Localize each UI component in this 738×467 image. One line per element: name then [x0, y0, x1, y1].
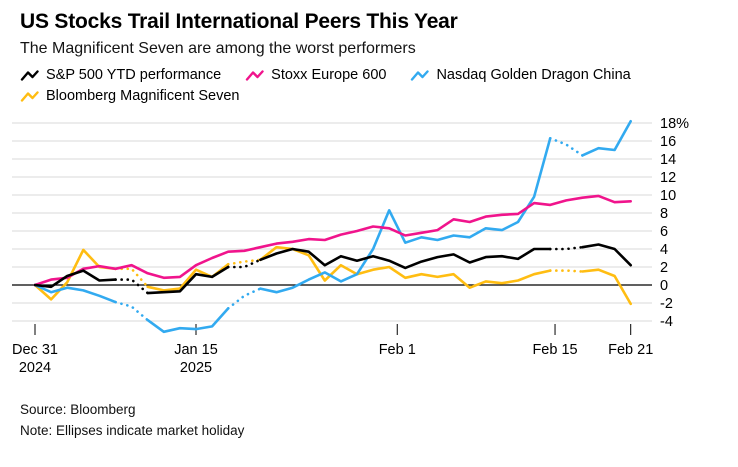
- legend-item-stoxx600: Stoxx Europe 600: [245, 67, 386, 83]
- series-line-2: [114, 300, 149, 322]
- legend-row-2: Bloomberg Magnificent Seven: [20, 88, 718, 104]
- x-axis-label: Feb 21: [608, 342, 653, 358]
- y-axis-label: -4: [660, 314, 673, 330]
- x-axis-label-year: 2025: [180, 360, 212, 376]
- x-axis-label: Jan 15: [174, 342, 218, 358]
- chart-subtitle: The Magnificent Seven are among the wors…: [20, 40, 416, 58]
- chart-footer: Source: Bloomberg Note: Ellipses indicat…: [0, 384, 738, 442]
- series-line-0: [259, 247, 552, 270]
- y-axis-label: 4: [660, 242, 668, 258]
- series-line-0: [146, 265, 230, 295]
- y-axis-label: 8: [660, 206, 668, 222]
- legend: S&P 500 YTD performance Stoxx Europe 600…: [0, 58, 738, 104]
- x-axis-label: Feb 15: [532, 342, 577, 358]
- legend-row-1: S&P 500 YTD performance Stoxx Europe 600…: [20, 67, 718, 83]
- note-line: Note: Ellipses indicate market holiday: [20, 423, 245, 439]
- x-axis-label: Feb 1: [379, 342, 416, 358]
- series-line-2: [581, 120, 633, 157]
- legend-item-sp500: S&P 500 YTD performance: [20, 67, 221, 83]
- chart-header: US Stocks Trail International Peers This…: [0, 0, 738, 58]
- y-axis-label: 6: [660, 224, 668, 240]
- series-line-2: [33, 283, 117, 304]
- series-line-2: [146, 307, 230, 334]
- series-line-3: [548, 269, 584, 273]
- legend-label-stoxx600: Stoxx Europe 600: [271, 67, 387, 84]
- sp500-line-marker-icon: [20, 69, 39, 81]
- magnificent-seven-line-marker-icon: [20, 90, 39, 102]
- legend-label-magnificent-seven: Bloomberg Magnificent Seven: [46, 88, 240, 105]
- legend-label-golden-dragon: Nasdaq Golden Dragon China: [436, 67, 631, 84]
- series-line-3: [259, 246, 552, 290]
- series-line-3: [226, 258, 262, 266]
- chart-area: 18% 16 14 12 10 8 6 4 2 0 -2 -4 Dec 31 2024 Jan 15 2025…: [0, 109, 738, 384]
- x-axis-label-year: 2024: [19, 360, 51, 376]
- series-line-0: [114, 278, 149, 295]
- series-line-0: [33, 269, 117, 289]
- series-line-2: [259, 137, 552, 294]
- series-line-0: [226, 258, 262, 269]
- y-axis-label: 10: [660, 188, 676, 204]
- y-axis-label: 18%: [660, 116, 689, 132]
- legend-item-golden-dragon: Nasdaq Golden Dragon China: [410, 67, 631, 84]
- y-axis-label: -2: [660, 296, 673, 312]
- series-line-0: [548, 246, 584, 251]
- x-axis-label: Dec 31: [12, 342, 58, 358]
- y-axis-label: 16: [660, 134, 676, 150]
- legend-item-magnificent-seven: Bloomberg Magnificent Seven: [20, 88, 239, 104]
- chart-svg: 18% 16 14 12 10 8 6 4 2 0 -2 -4 Dec 31 2024 Jan 15 2025…: [12, 116, 689, 376]
- chart-title: US Stocks Trail International Peers This…: [20, 10, 458, 33]
- y-axis-label: 0: [660, 278, 668, 294]
- legend-label-sp500: S&P 500 YTD performance: [46, 67, 222, 84]
- series-line-3: [581, 268, 633, 306]
- series-line-0: [581, 243, 633, 267]
- golden-dragon-line-marker-icon: [411, 69, 430, 81]
- y-axis-label: 12: [660, 170, 676, 186]
- y-axis-label: 14: [660, 152, 676, 168]
- source-line: Source: Bloomberg: [20, 402, 136, 418]
- series-line-2: [226, 287, 262, 310]
- y-axis-label: 2: [660, 260, 668, 276]
- stoxx600-line-marker-icon: [245, 69, 264, 81]
- series-line-2: [548, 137, 584, 157]
- series-line-1: [33, 194, 633, 287]
